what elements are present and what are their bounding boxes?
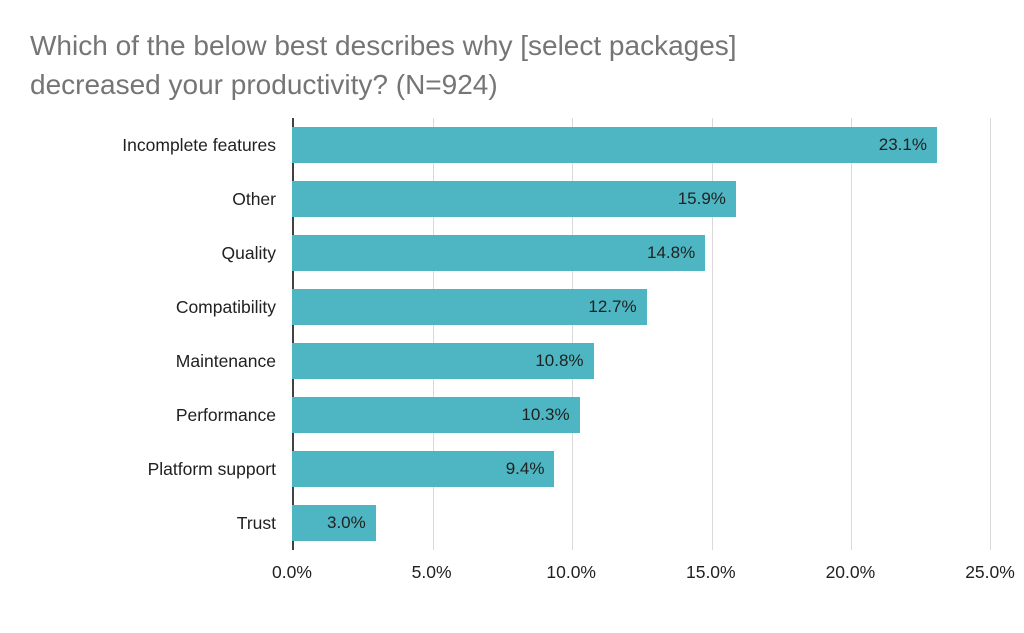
- x-axis: 0.0% 5.0% 10.0% 15.0% 20.0% 25.0%: [272, 562, 1015, 588]
- bar-row: Other 15.9%: [32, 172, 990, 226]
- bar: 14.8%: [292, 235, 706, 272]
- bar-track: 14.8%: [292, 235, 990, 272]
- category-label: Platform support: [147, 458, 276, 479]
- bar-chart: Incomplete features 23.1% Other 15.9% Qualit…: [32, 118, 1015, 588]
- bar-row: Incomplete features 23.1%: [32, 118, 990, 172]
- x-axis-tick-label: 5.0%: [411, 562, 452, 583]
- bar-track: 3.0%: [292, 505, 990, 542]
- bar: 12.7%: [292, 289, 647, 326]
- x-axis-tick-label: 15.0%: [685, 562, 736, 583]
- category-label: Incomplete features: [122, 134, 276, 155]
- plot-rows: Incomplete features 23.1% Other 15.9% Qualit…: [32, 118, 990, 550]
- bar-row: Compatibility 12.7%: [32, 280, 990, 334]
- bar-track: 12.7%: [292, 289, 990, 326]
- bar-value-label: 3.0%: [327, 513, 366, 533]
- bar-track: 23.1%: [292, 127, 990, 164]
- bar: 15.9%: [292, 181, 736, 218]
- bar-track: 10.3%: [292, 397, 990, 434]
- bar-row: Performance 10.3%: [32, 388, 990, 442]
- bar-value-label: 10.3%: [521, 405, 570, 425]
- category-label: Compatibility: [175, 296, 276, 317]
- bar-row: Trust 3.0%: [32, 496, 990, 550]
- gridline: [990, 118, 991, 551]
- bar-track: 15.9%: [292, 181, 990, 218]
- chart-title: Which of the below best describes why [s…: [30, 26, 910, 104]
- x-axis-tick-label: 25.0%: [965, 562, 1015, 583]
- bar-track: 9.4%: [292, 451, 990, 488]
- bar-value-label: 23.1%: [878, 135, 927, 155]
- bar: 23.1%: [292, 127, 937, 164]
- bar-value-label: 9.4%: [505, 459, 545, 479]
- bar-row: Maintenance 10.8%: [32, 334, 990, 388]
- bar: 10.8%: [292, 343, 594, 380]
- category-label: Maintenance: [175, 350, 276, 371]
- bar-track: 10.8%: [292, 343, 990, 380]
- category-label: Trust: [236, 512, 276, 533]
- bar-value-label: 10.8%: [535, 351, 584, 371]
- bar-row: Platform support 9.4%: [32, 442, 990, 496]
- bar: 3.0%: [292, 505, 376, 542]
- category-label: Quality: [221, 242, 276, 263]
- category-label: Performance: [175, 404, 276, 425]
- bar-row: Quality 14.8%: [32, 226, 990, 280]
- x-axis-tick-label: 10.0%: [546, 562, 596, 583]
- x-axis-tick-label: 0.0%: [272, 562, 312, 583]
- chart-title-line-1: Which of the below best describes why [s…: [30, 30, 737, 61]
- chart-title-line-2: decreased your productivity? (N=924): [30, 69, 498, 101]
- bar-value-label: 12.7%: [588, 297, 637, 317]
- category-label: Other: [232, 188, 276, 209]
- bar: 9.4%: [292, 451, 555, 488]
- x-axis-tick-label: 20.0%: [825, 562, 876, 583]
- bar: 10.3%: [292, 397, 580, 434]
- bar-value-label: 15.9%: [677, 189, 726, 209]
- bar-value-label: 14.8%: [647, 243, 696, 263]
